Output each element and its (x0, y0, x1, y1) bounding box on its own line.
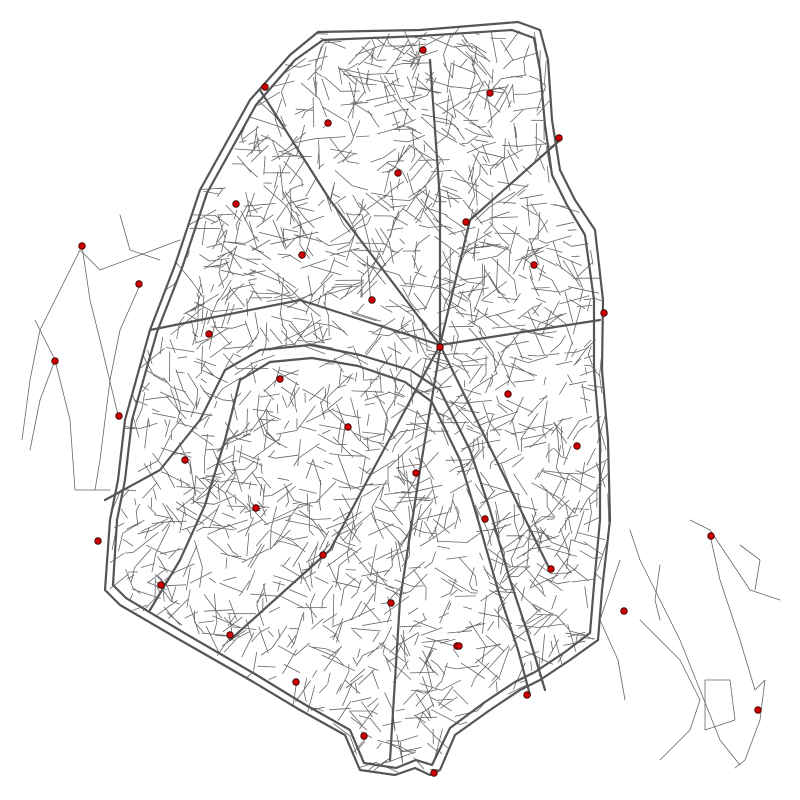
location-marker[interactable] (620, 607, 628, 615)
minor-streets-layer (109, 28, 610, 773)
western-outskirt-road (54, 359, 111, 491)
location-marker[interactable] (157, 581, 165, 589)
location-marker[interactable] (486, 89, 494, 97)
location-marker[interactable] (232, 200, 240, 208)
location-marker[interactable] (754, 706, 762, 714)
location-marker[interactable] (51, 357, 59, 365)
eastern-outskirt-road (704, 679, 736, 731)
location-marker[interactable] (135, 280, 143, 288)
location-marker[interactable] (115, 412, 123, 420)
avenue-west-east (148, 298, 602, 347)
location-marker[interactable] (412, 469, 420, 477)
inner-ring-road (111, 28, 602, 770)
location-marker[interactable] (707, 532, 715, 540)
location-marker[interactable] (94, 537, 102, 545)
location-marker[interactable] (360, 732, 368, 740)
major-streets-layer (21, 20, 781, 777)
river-south-bank-road (148, 356, 532, 697)
location-marker[interactable] (530, 261, 538, 269)
location-marker[interactable] (504, 390, 512, 398)
eastern-outskirt-road (599, 559, 626, 701)
location-marker[interactable] (78, 242, 86, 250)
minor-street-mesh (109, 28, 610, 773)
location-marker[interactable] (324, 119, 332, 127)
eastern-outskirt-road (629, 529, 741, 766)
location-marker[interactable] (555, 134, 563, 142)
location-marker[interactable] (547, 565, 555, 573)
location-marker[interactable] (481, 515, 489, 523)
location-marker[interactable] (319, 551, 327, 559)
avenue-diagonal-1 (258, 88, 552, 572)
location-marker[interactable] (292, 678, 300, 686)
location-marker[interactable] (368, 296, 376, 304)
western-outskirt-road (94, 284, 141, 491)
location-marker[interactable] (226, 631, 234, 639)
markers-layer (51, 46, 762, 777)
eastern-outskirt-road (709, 534, 766, 769)
location-marker[interactable] (252, 504, 260, 512)
location-marker[interactable] (394, 169, 402, 177)
location-marker[interactable] (430, 769, 438, 777)
avenue-north-south (388, 58, 442, 762)
eastern-outskirt-road (739, 544, 761, 591)
location-marker[interactable] (462, 218, 470, 226)
location-marker[interactable] (600, 309, 608, 317)
location-marker[interactable] (261, 83, 269, 91)
eastern-outskirt-road (689, 519, 781, 601)
eastern-outskirt-road (654, 564, 661, 621)
outer-ring-road (103, 20, 612, 777)
location-marker[interactable] (181, 456, 189, 464)
location-marker[interactable] (523, 691, 531, 699)
location-marker[interactable] (276, 375, 284, 383)
western-outskirt-road (29, 319, 56, 451)
western-outskirt-road (21, 239, 181, 441)
western-outskirt-road (119, 214, 161, 261)
location-marker[interactable] (387, 599, 395, 607)
location-marker[interactable] (419, 46, 427, 54)
location-marker[interactable] (344, 423, 352, 431)
location-marker[interactable] (205, 330, 213, 338)
location-marker[interactable] (573, 442, 581, 450)
river-north-bank-road (103, 343, 547, 692)
location-marker[interactable] (298, 251, 306, 259)
western-outskirt-road (81, 245, 119, 416)
location-marker[interactable] (455, 642, 463, 650)
location-marker[interactable] (436, 343, 444, 351)
eastern-outskirt-road (639, 619, 701, 761)
